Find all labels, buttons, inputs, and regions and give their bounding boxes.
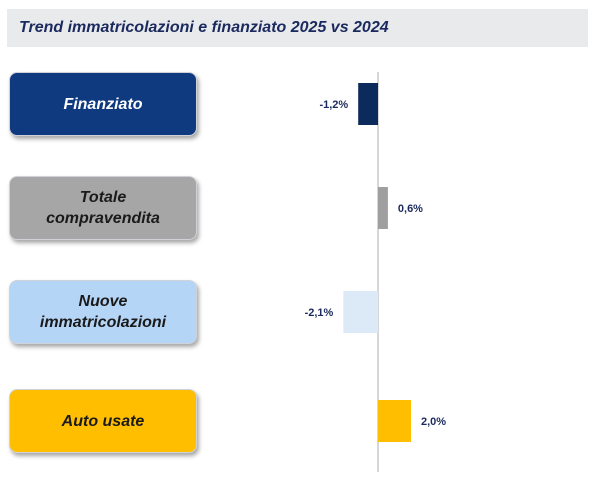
category-label-line: Finanziato <box>63 95 143 113</box>
data-label: 2,0% <box>421 416 446 428</box>
data-label: -2,1% <box>305 307 334 319</box>
bar <box>378 187 388 229</box>
bar <box>378 400 411 442</box>
data-label: 0,6% <box>398 203 423 215</box>
category-label-text: Auto usate <box>62 411 145 432</box>
category-label-line: compravendita <box>46 210 160 227</box>
category-label-text: Totale compravendita <box>46 187 160 229</box>
category-label-box: Finanziato <box>9 72 197 136</box>
category-label-box: Totale compravendita <box>9 176 197 240</box>
category-label-box: Nuove immatricolazioni <box>9 280 197 344</box>
category-label-line: immatricolazioni <box>39 314 167 331</box>
category-label-text: Nuove immatricolazioni <box>40 291 166 333</box>
category-label-line: Totale <box>79 189 127 206</box>
bar <box>358 83 378 125</box>
category-label-line: Nuove <box>78 293 128 310</box>
category-label-text: Finanziato <box>63 94 142 115</box>
category-label-box: Auto usate <box>9 389 197 453</box>
data-label: -1,2% <box>319 99 348 111</box>
bar <box>343 291 378 333</box>
chart-title: Trend immatricolazioni e finanziato 2025… <box>19 19 389 36</box>
title-bar: Trend immatricolazioni e finanziato 2025… <box>7 9 588 47</box>
category-label-line: Auto usate <box>61 412 145 430</box>
